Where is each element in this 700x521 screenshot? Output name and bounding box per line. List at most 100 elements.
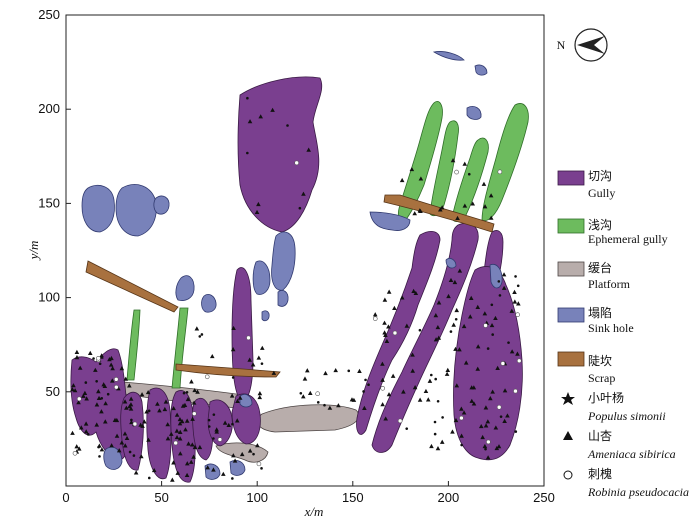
- legend-triangle-icon: [563, 431, 573, 440]
- legend-star-icon: [561, 392, 575, 405]
- legend-gully-zh: 切沟: [588, 169, 612, 183]
- ameniaca-point: [256, 355, 262, 360]
- robinia-point: [114, 384, 119, 390]
- ameniaca-point: [185, 461, 190, 466]
- ameniaca-point: [171, 460, 176, 465]
- populus-point: [362, 390, 365, 393]
- populus-point: [433, 432, 437, 436]
- ameniaca-point: [380, 361, 385, 366]
- legend-platform-zh: 缓台: [588, 260, 612, 275]
- populus-point: [497, 280, 501, 283]
- ameniaca-point: [221, 471, 226, 476]
- ameniaca-point: [257, 394, 263, 400]
- ameniaca-point: [171, 405, 176, 411]
- populus-point: [514, 430, 518, 433]
- ameniaca-point: [139, 392, 145, 397]
- legend-swatch-platform: [557, 261, 585, 277]
- legend-swatch-gully: [557, 170, 585, 186]
- ameniaca-point: [84, 396, 89, 401]
- populus-point: [132, 454, 136, 457]
- robinia-point: [483, 323, 488, 328]
- robinia-point: [486, 439, 491, 445]
- populus-point: [486, 347, 490, 350]
- ameniaca-point: [124, 405, 129, 410]
- ameniaca-point: [488, 193, 494, 198]
- robinia-point: [315, 391, 320, 397]
- robinia-pseudocacia-points: [72, 160, 522, 467]
- robinia-point: [497, 169, 503, 175]
- legend-swatch-ephemeral: [557, 218, 585, 234]
- ameniaca-point: [493, 425, 499, 430]
- robinia-point: [392, 330, 398, 336]
- ameniaca-point: [450, 158, 456, 163]
- populus-point: [92, 357, 95, 360]
- ameniaca-point: [380, 402, 385, 407]
- ameniaca-point: [450, 429, 455, 434]
- ameniaca-point: [140, 423, 145, 428]
- legend-populus-en: Populus simonii: [587, 409, 666, 423]
- ameniaca-point: [437, 207, 443, 212]
- north-arrow-icon: [577, 36, 605, 54]
- ameniaca-point: [382, 320, 387, 325]
- sinkhole-area: [474, 64, 488, 76]
- scrap-line: [383, 194, 495, 233]
- legend-ameniaca-en: Ameniaca sibirica: [587, 447, 676, 461]
- sinkhole-area: [445, 258, 457, 269]
- ameniaca-point: [451, 322, 456, 327]
- populus-point: [231, 477, 234, 480]
- ameniaca-point: [247, 119, 253, 124]
- ameniaca-point: [516, 301, 521, 306]
- ameniaca-point: [468, 295, 474, 300]
- ameniaca-point: [83, 429, 89, 434]
- x-tick-label: 0: [62, 490, 69, 505]
- robinia-point: [76, 396, 82, 402]
- ameniaca-point: [436, 300, 442, 305]
- ameniaca-point: [99, 447, 105, 452]
- ameniaca-point: [488, 215, 494, 220]
- populus-point: [467, 172, 471, 176]
- ameniaca-point: [469, 385, 474, 390]
- ameniaca-point: [78, 425, 84, 430]
- ameniaca-point: [502, 418, 507, 423]
- populus-point: [316, 401, 320, 404]
- ameniaca-point: [192, 387, 197, 393]
- ameniaca-point: [382, 330, 387, 335]
- y-tick-label: 100: [38, 290, 60, 305]
- robinia-point: [397, 418, 403, 424]
- ameniaca-point: [97, 443, 102, 448]
- populus-point: [433, 420, 437, 424]
- ameniaca-point: [96, 388, 101, 394]
- sinkhole-area: [81, 184, 115, 233]
- scrap-line: [175, 363, 281, 378]
- populus-point: [231, 422, 234, 426]
- ameniaca-point: [435, 446, 441, 451]
- ameniaca-point: [110, 378, 115, 383]
- ameniaca-point: [453, 417, 459, 423]
- ameniaca-point: [250, 362, 256, 367]
- sinkhole-area: [175, 275, 195, 301]
- ameniaca-point: [433, 337, 439, 342]
- populus-point: [207, 418, 211, 422]
- ameniaca-point: [184, 418, 190, 423]
- populus-point: [429, 373, 433, 377]
- ameniaca-point: [114, 433, 120, 438]
- robinia-point: [96, 355, 101, 361]
- populus-point: [298, 206, 302, 210]
- ameniaca-point: [399, 177, 405, 183]
- legend-ameniaca-zh: 山杏: [588, 429, 612, 443]
- populus-point: [147, 476, 151, 480]
- ameniaca-point: [475, 304, 481, 309]
- robinia-point: [192, 411, 197, 416]
- y-tick-label: 200: [38, 101, 60, 116]
- ameniaca-point: [237, 395, 243, 400]
- ameniaca-point: [446, 293, 451, 299]
- ameniaca-point: [478, 423, 484, 429]
- ameniaca-point: [439, 205, 445, 210]
- ameniaca-point: [112, 417, 118, 423]
- ameniaca-point: [336, 403, 341, 408]
- populus-point: [347, 369, 351, 373]
- populus-point: [84, 381, 88, 384]
- populus-point: [507, 341, 510, 344]
- ameniaca-point: [234, 418, 240, 423]
- ameniaca-point: [76, 446, 82, 451]
